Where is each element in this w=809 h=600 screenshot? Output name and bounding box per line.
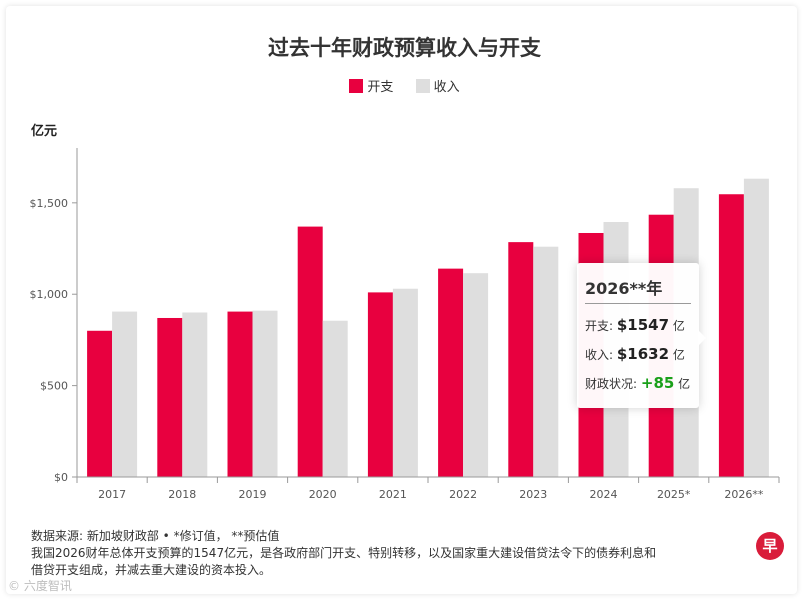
bar-revenue-2019 [252,310,278,477]
tooltip-revenue-unit: 亿 [672,348,685,362]
tooltip-status-unit: 亿 [678,377,691,391]
tooltip-revenue-value: $1632 [616,345,670,363]
tooltip-revenue-label: 收入: [585,348,614,362]
bar-revenue-2023 [533,246,559,477]
tooltip-title: 2026**年 [585,279,663,298]
legend-item-revenue[interactable]: 收入 [415,76,460,95]
bar-revenue-2018 [182,312,208,477]
bar-expenditure-2017 [87,330,113,477]
y-tick-label: $500 [40,380,68,393]
legend-swatch-expenditure [349,79,364,93]
legend: 开支 收入 [0,76,809,95]
footnote-line-2: 借贷开支组成，并减去重大建设的资本投入。 [31,563,272,577]
tooltip-row-status: 财政状况: +85 亿 [585,374,690,392]
legend-item-expenditure[interactable]: 开支 [349,76,393,95]
bar-revenue-2020 [322,320,348,477]
legend-label-revenue: 收入 [433,80,460,95]
tooltip-pointer [698,330,706,346]
y-tick-label: $1,500 [30,197,69,210]
bar-expenditure-2020 [297,226,323,477]
bar-revenue-2017 [112,311,138,477]
x-tick-label: 2021 [379,488,407,501]
x-tick-label: 2025* [657,488,691,501]
bar-revenue-2022 [463,273,489,477]
bar-expenditure-2021 [367,292,393,477]
bar-expenditure-2022 [438,268,464,477]
bar-expenditure-2018 [157,317,183,477]
x-axis: 2017 2018 2019 2020 2021 2022 2023 2024 2025* 202… [76,477,780,501]
zaobao-logo-icon[interactable]: 早 [756,532,784,560]
tooltip-status-label: 财政状况: [585,377,638,391]
x-tick-label: 2018 [168,488,196,501]
tooltip-divider [585,303,691,304]
bar-revenue-2026 [743,178,769,477]
source-text: 数据来源: 新加坡财政部 • *修订值， **预估值 [31,529,280,543]
y-axis: $0 $500 $1,000 $1,500 [30,197,77,484]
x-tick-label: 2026** [724,488,763,501]
legend-swatch-revenue [415,79,430,93]
tooltip-row-revenue: 收入: $1632 亿 [585,345,685,363]
tooltip-expenditure-unit: 亿 [672,319,685,333]
tooltip-expenditure-label: 开支: [585,319,614,333]
x-tick-label: 2024 [590,488,618,501]
x-tick-label: 2023 [519,488,547,501]
tooltip-status-value: +85 [640,374,675,392]
x-tick-label: 2017 [98,488,126,501]
tooltip: 2026**年 开支: $1547 亿 收入: $1632 亿 财政状况: +8… [577,263,699,408]
y-tick-label: $0 [54,471,68,484]
x-tick-label: 2020 [309,488,337,501]
tooltip-row-expenditure: 开支: $1547 亿 [585,316,685,334]
footnote-line-1: 我国2026财年总体开支预算的1547亿元，是各政府部门开支、特别转移，以及国家… [31,546,657,560]
y-axis-unit-label: 亿元 [31,124,58,139]
x-tick-label: 2022 [449,488,477,501]
watermark: © 六度智讯 [8,579,72,593]
chart-title: 过去十年财政预算收入与开支 [268,36,541,60]
y-tick-label: $1,000 [30,288,69,301]
bar-expenditure-2019 [227,311,253,477]
legend-label-expenditure: 开支 [367,80,394,95]
bar-revenue-2021 [392,288,418,477]
x-tick-label: 2019 [239,488,267,501]
tooltip-expenditure-value: $1547 [616,316,670,334]
bar-expenditure-2023 [508,242,534,477]
bar-expenditure-2026 [718,194,744,477]
